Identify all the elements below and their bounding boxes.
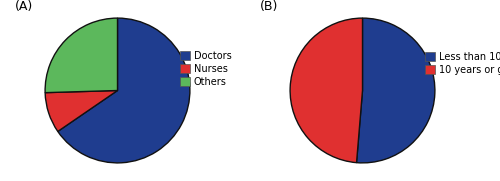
Legend: Doctors, Nurses, Others: Doctors, Nurses, Others — [180, 51, 232, 87]
Legend: Less than 10 years, 10 years or greater: Less than 10 years, 10 years or greater — [426, 52, 500, 75]
Text: (B): (B) — [260, 0, 278, 13]
Text: (A): (A) — [14, 0, 33, 13]
Wedge shape — [45, 18, 118, 93]
Wedge shape — [45, 90, 118, 131]
Wedge shape — [290, 18, 362, 163]
Wedge shape — [58, 18, 190, 163]
Wedge shape — [356, 18, 435, 163]
